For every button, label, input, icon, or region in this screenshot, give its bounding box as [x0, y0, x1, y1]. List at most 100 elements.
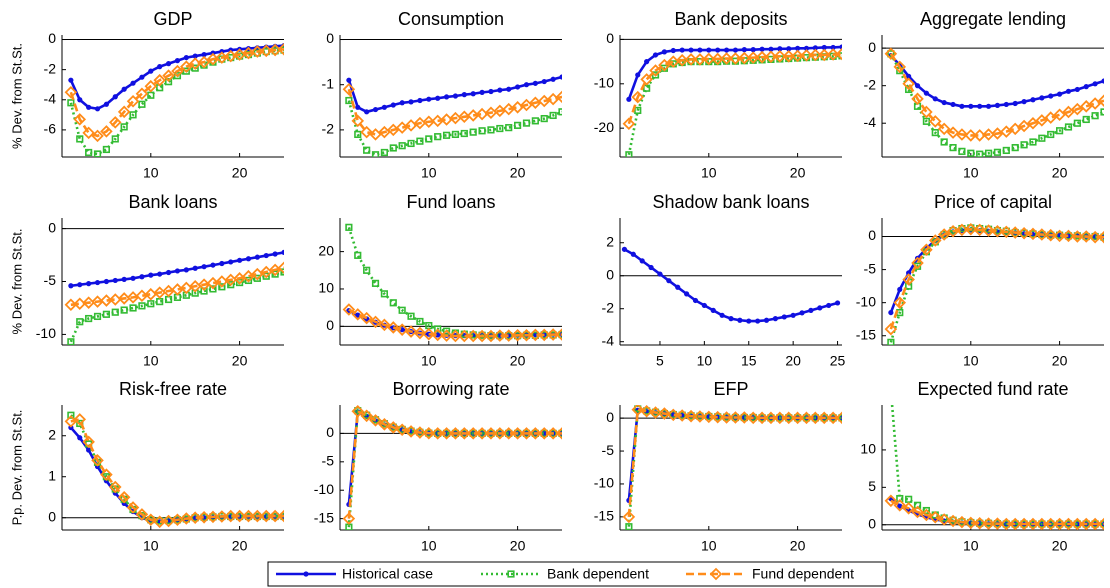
- marker: [417, 97, 423, 104]
- marker: [809, 48, 822, 62]
- marker: [692, 297, 699, 304]
- y-tick-label: -2: [864, 76, 877, 92]
- marker: [460, 129, 468, 138]
- marker: [148, 272, 154, 278]
- marker: [893, 499, 907, 512]
- marker: [215, 510, 229, 523]
- marker: [1030, 97, 1036, 103]
- y-axis-label: P.p. Dev. from St.St.: [9, 410, 24, 526]
- marker: [888, 387, 894, 393]
- x-tick-label: 20: [1052, 353, 1068, 369]
- marker: [732, 47, 739, 53]
- marker: [555, 427, 562, 440]
- y-tick-label: -4: [864, 114, 877, 130]
- marker: [1062, 517, 1075, 530]
- marker: [431, 328, 444, 342]
- marker: [227, 281, 235, 289]
- marker: [461, 92, 467, 98]
- marker: [487, 126, 495, 134]
- y-tick-label: -1: [322, 75, 335, 91]
- marker: [1088, 230, 1102, 244]
- marker: [425, 135, 433, 143]
- plot-area: [621, 246, 841, 324]
- marker: [129, 304, 137, 312]
- marker: [112, 94, 118, 100]
- marker: [675, 284, 681, 290]
- marker: [950, 101, 956, 108]
- y-tick-label: -15: [856, 326, 876, 342]
- marker: [440, 329, 453, 342]
- marker: [993, 148, 1002, 156]
- marker: [558, 108, 562, 116]
- marker: [679, 47, 685, 53]
- x-tick-label: 10: [963, 538, 979, 554]
- y-tick-label: -10: [594, 75, 614, 91]
- marker: [192, 265, 198, 271]
- marker: [1074, 86, 1080, 93]
- marker: [1038, 134, 1046, 142]
- marker: [206, 510, 220, 524]
- marker: [658, 407, 671, 420]
- marker: [513, 121, 522, 129]
- marker: [442, 131, 451, 139]
- plot-area: [342, 223, 562, 343]
- marker: [1101, 78, 1104, 84]
- marker: [354, 251, 362, 259]
- marker: [144, 513, 158, 527]
- marker: [442, 327, 451, 335]
- marker: [1000, 225, 1013, 239]
- plot-area: [884, 222, 1104, 345]
- marker: [991, 517, 1004, 530]
- marker: [86, 447, 92, 453]
- marker: [644, 59, 650, 65]
- marker: [932, 96, 938, 102]
- marker: [363, 146, 371, 154]
- marker: [1053, 108, 1066, 122]
- marker: [817, 305, 823, 311]
- marker: [1082, 115, 1090, 124]
- marker: [1011, 144, 1019, 152]
- marker: [887, 50, 895, 58]
- marker: [634, 106, 642, 115]
- marker: [452, 93, 459, 99]
- y-tick-label: 0: [326, 424, 334, 440]
- plot-area: [884, 387, 1104, 530]
- marker: [710, 307, 716, 313]
- marker: [73, 113, 87, 126]
- marker: [67, 99, 75, 107]
- marker: [354, 130, 362, 139]
- marker: [493, 329, 507, 342]
- marker: [675, 54, 689, 67]
- marker: [830, 44, 836, 51]
- marker: [657, 271, 663, 277]
- marker: [363, 266, 371, 274]
- marker: [1008, 226, 1022, 239]
- y-tick-label: -15: [594, 508, 614, 524]
- marker: [496, 124, 504, 133]
- marker: [511, 329, 524, 342]
- marker: [635, 72, 641, 78]
- marker: [688, 47, 694, 53]
- marker: [138, 302, 146, 310]
- marker: [955, 515, 969, 529]
- marker: [76, 135, 84, 143]
- y-tick-label: 0: [48, 219, 56, 235]
- marker: [469, 128, 477, 136]
- marker: [380, 290, 389, 298]
- marker: [1064, 123, 1073, 131]
- y-tick-label: -20: [594, 119, 614, 135]
- marker: [520, 427, 533, 440]
- legend-box: [267, 561, 887, 587]
- marker: [228, 259, 234, 265]
- x-tick-label: 10: [701, 538, 717, 554]
- marker: [702, 410, 716, 424]
- marker: [631, 405, 645, 416]
- marker: [522, 119, 531, 127]
- marker: [697, 47, 703, 53]
- marker: [201, 264, 207, 270]
- marker: [94, 279, 101, 286]
- marker: [808, 307, 814, 313]
- plot-area: [622, 44, 842, 157]
- marker: [126, 501, 140, 514]
- marker: [422, 115, 436, 129]
